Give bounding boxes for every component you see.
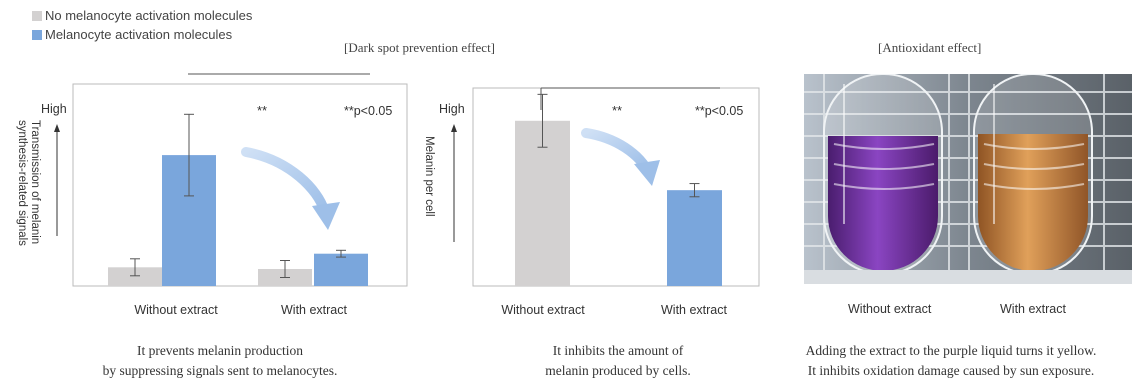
- chart-signal-transmission: High Transmission of melanin synthesis-r…: [16, 73, 408, 317]
- decrease-arrow-head: [312, 202, 340, 230]
- legend-item-activation: Melanocyte activation molecules: [32, 27, 232, 43]
- y-axis-label-line-1: Transmission of melanin: [29, 120, 41, 244]
- caption-photo: Adding the extract to the purple liquid …: [768, 341, 1134, 381]
- y-axis-arrow-head: [54, 124, 60, 132]
- test-tube-photo: [804, 74, 1132, 284]
- caption-line: It inhibits oxidation damage caused by s…: [807, 363, 1095, 378]
- y-axis-arrow-head: [451, 124, 457, 132]
- legend-swatch-blue: [32, 30, 42, 40]
- significance-label: **: [257, 103, 267, 118]
- y-axis-label: Melanin per cell: [423, 136, 435, 217]
- caption-line: It inhibits the amount of: [552, 343, 684, 358]
- bar: [108, 267, 162, 286]
- decrease-arrow-head: [634, 160, 660, 186]
- photo-label-with: With extract: [1000, 302, 1066, 316]
- significance-label: **: [612, 103, 622, 118]
- caption-chart-2: It inhibits the amount of melanin produc…: [483, 341, 753, 381]
- x-tick-label: With extract: [281, 303, 348, 317]
- decrease-arrow: [581, 128, 651, 173]
- dark-spot-section-title: [Dark spot prevention effect]: [344, 40, 496, 55]
- tube-highlights: [833, 84, 1085, 224]
- caption-line: Adding the extract to the purple liquid …: [805, 343, 1097, 358]
- bar: [515, 120, 570, 286]
- chart-melanin-per-cell: High Melanin per cell ** **p<0.05 Withou…: [423, 87, 760, 317]
- plot-frame: [72, 83, 408, 287]
- caption-line: It prevents melanin production: [136, 343, 304, 358]
- purple-liquid: [828, 136, 938, 271]
- y-high-label: High: [439, 102, 465, 116]
- caption-line: by suppressing signals sent to melanocyt…: [102, 363, 338, 378]
- legend-label: Melanocyte activation molecules: [45, 27, 233, 42]
- y-axis-label-line-2: synthesis-related signals: [16, 120, 28, 246]
- caption-chart-1: It prevents melanin production by suppre…: [60, 341, 380, 381]
- bar: [314, 253, 368, 286]
- p-value-note: **p<0.05: [344, 104, 392, 118]
- x-tick-label: Without extract: [501, 303, 585, 317]
- legend-item-no-activation: No melanocyte activation molecules: [32, 8, 252, 24]
- rack-base: [804, 270, 1132, 284]
- y-high-label: High: [41, 102, 67, 116]
- caption-line: melanin produced by cells.: [545, 363, 691, 378]
- p-value-note: **p<0.05: [695, 104, 743, 118]
- x-tick-label: Without extract: [134, 303, 218, 317]
- photo-label-without: Without extract: [848, 302, 932, 316]
- legend-swatch-gray: [32, 11, 42, 21]
- x-tick-label: With extract: [661, 303, 728, 317]
- antioxidant-section-title: [Antioxidant effect]: [878, 40, 982, 55]
- decrease-arrow: [241, 147, 329, 215]
- bar: [667, 190, 722, 286]
- legend-label: No melanocyte activation molecules: [45, 8, 253, 23]
